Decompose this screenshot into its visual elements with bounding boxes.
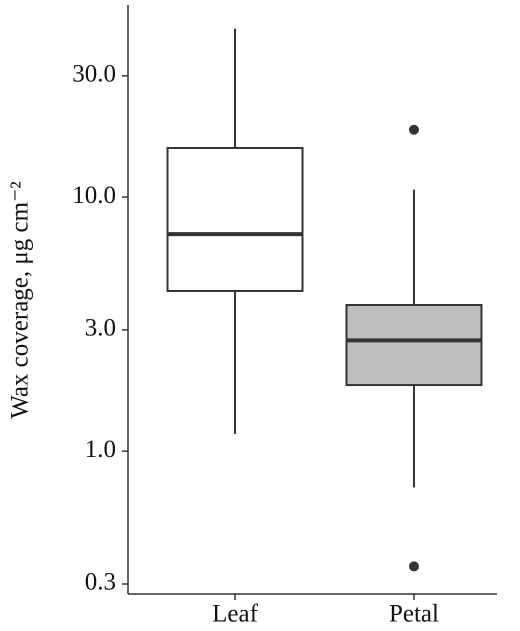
x-tick-label: Leaf <box>212 601 258 628</box>
y-tick-label: 1.0 <box>85 436 116 463</box>
y-tick-label: 0.3 <box>85 569 116 596</box>
x-tick-label: Petal <box>389 601 439 628</box>
box <box>166 146 304 292</box>
y-tick-label: 10.0 <box>72 182 116 209</box>
y-axis-label: Wax coverage, μg cm⁻² <box>7 181 34 419</box>
box <box>345 303 483 387</box>
outlier <box>408 561 419 572</box>
y-tick-label: 30.0 <box>72 61 116 88</box>
y-tick-label: 3.0 <box>85 315 116 342</box>
outlier <box>408 124 419 135</box>
